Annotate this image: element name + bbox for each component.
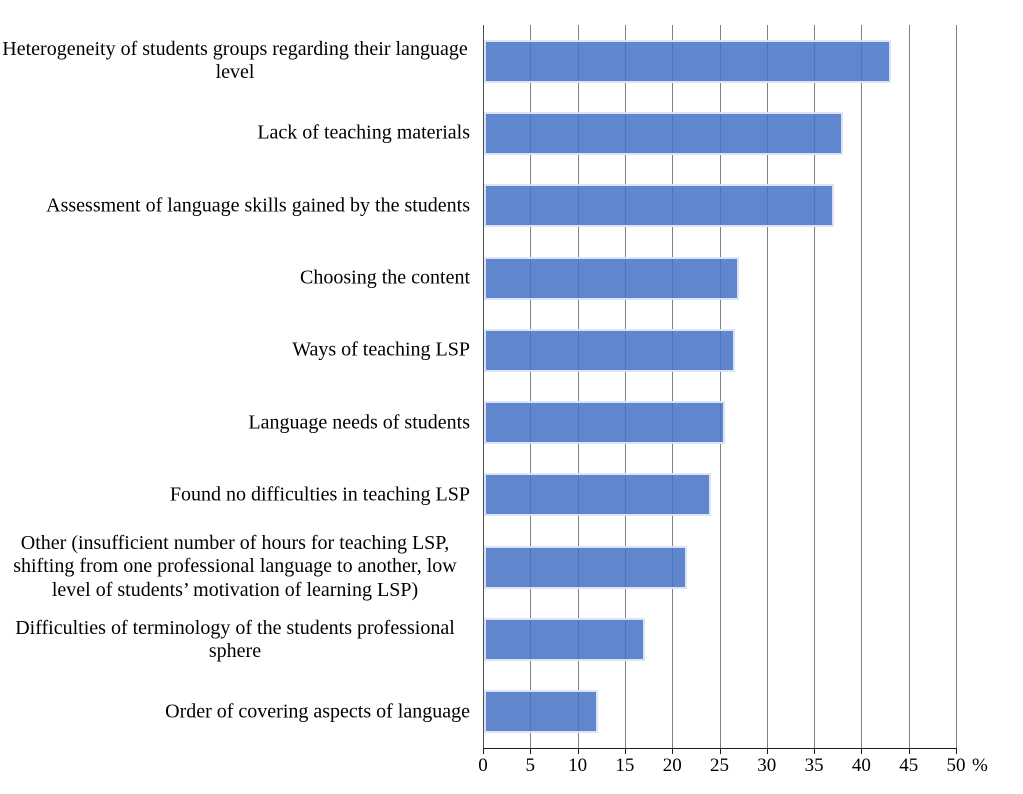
x-axis-tick — [624, 748, 626, 754]
gridline — [719, 25, 721, 748]
gridline — [814, 25, 816, 748]
x-axis-tick — [719, 748, 721, 754]
gridline — [861, 25, 863, 748]
value-axis-line — [483, 25, 484, 748]
category-label-text: Difficulties of terminology of the stude… — [15, 616, 455, 662]
x-axis-unit-label: % — [972, 755, 988, 776]
category-label: Order of covering aspects of language — [0, 700, 470, 723]
category-label: Other (insufficient number of hours for … — [0, 532, 470, 602]
x-axis-tick — [483, 748, 484, 754]
x-axis-tick — [956, 748, 957, 754]
category-label-text: Other (insufficient number of hours for … — [13, 532, 457, 601]
gridline — [672, 25, 674, 748]
category-label-text: Language needs of students — [248, 411, 470, 434]
bar — [484, 39, 891, 83]
x-axis-tick — [766, 748, 768, 754]
x-axis-tick — [908, 748, 910, 754]
category-label: Choosing the content — [0, 266, 470, 289]
gridline — [766, 25, 768, 748]
category-label-text: Heterogeneity of students groups regardi… — [2, 37, 468, 84]
x-tick-label: 40 — [851, 755, 871, 776]
x-tick-label: 30 — [757, 755, 777, 776]
x-tick-label: 50 — [946, 755, 966, 776]
x-tick-label: 10 — [568, 755, 588, 776]
bar — [484, 618, 645, 662]
category-label-text: Lack of teaching materials — [257, 121, 470, 144]
category-label-text: Found no difficulties in teaching LSP — [169, 483, 470, 506]
category-label: Difficulties of terminology of the stude… — [0, 616, 470, 662]
category-label: Ways of teaching LSP — [0, 339, 470, 362]
x-axis-tick — [672, 748, 674, 754]
x-tick-label: 25 — [710, 755, 729, 776]
category-label-text: Assessment of language skills gained by … — [46, 194, 470, 217]
bar — [484, 401, 725, 445]
bar — [484, 328, 735, 372]
x-tick-label: 15 — [615, 755, 635, 776]
bar — [484, 690, 598, 734]
category-label: Assessment of language skills gained by … — [0, 194, 470, 217]
x-axis-tick — [530, 748, 532, 754]
x-axis-tick — [577, 748, 579, 754]
x-tick-label: 0 — [478, 755, 488, 776]
bar — [484, 256, 739, 300]
category-label: Found no difficulties in teaching LSP — [0, 483, 470, 506]
gridline — [624, 25, 626, 748]
x-axis-tick — [861, 748, 863, 754]
bar — [484, 473, 711, 517]
category-label-text: Order of covering aspects of language — [165, 700, 470, 723]
category-label-text: Choosing the content — [300, 266, 470, 289]
bar — [484, 111, 843, 155]
gridline — [956, 25, 957, 748]
gridline — [577, 25, 579, 748]
gridline — [908, 25, 910, 748]
bar — [484, 184, 834, 228]
category-label: Lack of teaching materials — [0, 122, 470, 145]
x-tick-label: 20 — [662, 755, 682, 776]
bar — [484, 545, 687, 589]
category-label: Heterogeneity of students groups regardi… — [0, 38, 470, 84]
x-tick-label: 5 — [525, 755, 536, 776]
category-label: Language needs of students — [0, 411, 470, 434]
category-label-text: Ways of teaching LSP — [292, 338, 470, 361]
gridline — [530, 25, 532, 748]
x-tick-label: 45 — [899, 755, 919, 776]
x-axis-tick — [814, 748, 816, 754]
x-tick-label: 35 — [804, 755, 824, 776]
